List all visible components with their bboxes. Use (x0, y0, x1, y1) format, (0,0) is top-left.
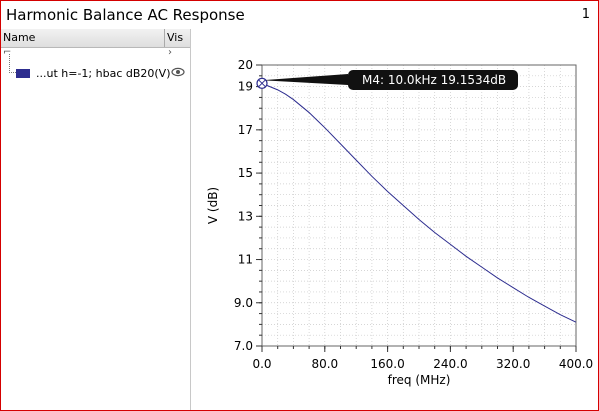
y-axis-label: V (dB) (206, 187, 220, 224)
x-axis-label: freq (MHz) (388, 373, 451, 387)
window-title: Harmonic Balance AC Response (6, 6, 245, 24)
eye-icon[interactable] (171, 67, 185, 80)
y-tick-label: 9.0 (234, 296, 253, 310)
y-tick-label: 11 (238, 253, 253, 267)
marker-readout[interactable]: M4: 10.0kHz 19.1534dB (348, 70, 518, 90)
column-separator[interactable] (164, 29, 165, 47)
y-tick-label: 15 (238, 166, 253, 180)
vis-expander-icon[interactable]: › (168, 47, 172, 58)
trace-label: ...ut h=-1; hbac dB20(V) (36, 67, 171, 80)
marker-pointer (262, 74, 348, 85)
x-tick-label: 0.0 (252, 357, 271, 371)
tree-connector (9, 54, 16, 73)
marker-cross (258, 79, 266, 88)
title-bar: Harmonic Balance AC Response 1 (1, 1, 598, 29)
x-tick-label: 320.0 (496, 357, 530, 371)
tree-expander-icon[interactable]: ⌐ (3, 47, 12, 58)
vis-column-header[interactable]: Vis (167, 31, 184, 44)
x-tick-label: 80.0 (311, 357, 338, 371)
chart-svg[interactable]: 0.0 80.0 160.0 240.0 320.0 400.0 20 19 17 15 13 11 9… (191, 29, 598, 410)
trace-color-swatch (16, 69, 30, 78)
x-tick-label: 400.0 (559, 357, 593, 371)
trace-row[interactable]: ...ut h=-1; hbac dB20(V) (1, 54, 190, 82)
y-tick-label: 17 (238, 123, 253, 137)
trace-browser-panel: Name Vis ⌐ › ...ut h=-1; hbac dB20(V) (1, 29, 191, 410)
x-tick-label: 240.0 (433, 357, 467, 371)
y-tick-label: 20 (238, 58, 253, 72)
window-number: 1 (581, 7, 590, 22)
plot-area[interactable]: 0.0 80.0 160.0 240.0 320.0 400.0 20 19 17 15 13 11 9… (191, 29, 598, 410)
name-column-header[interactable]: Name (3, 31, 36, 44)
x-tick-label: 160.0 (370, 357, 404, 371)
trace-list-header: Name Vis (1, 29, 190, 48)
y-tick-label: 7.0 (234, 339, 253, 353)
y-tick-label: 13 (238, 209, 253, 223)
y-tick-label: 19 (238, 80, 253, 94)
series-line (261, 82, 577, 323)
